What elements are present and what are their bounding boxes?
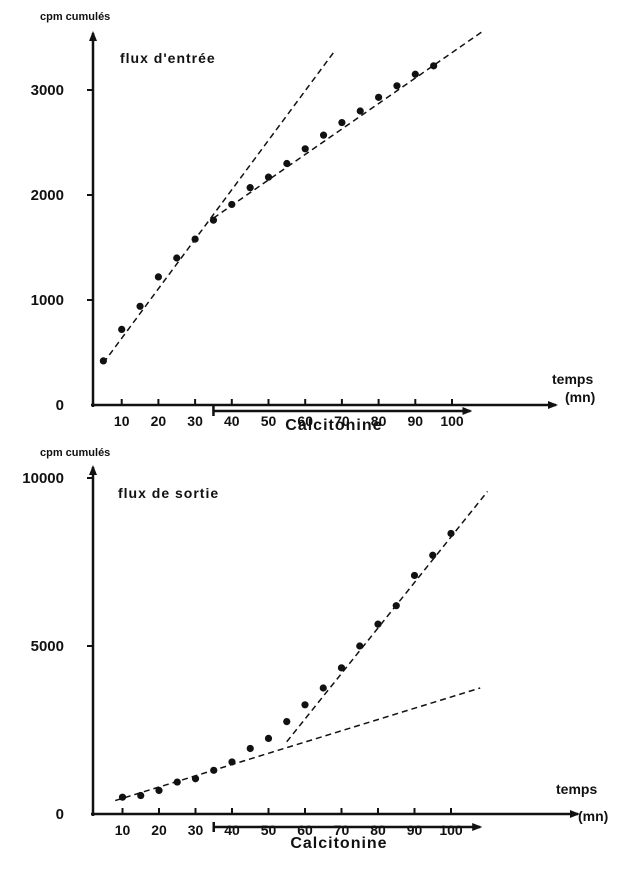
data-point xyxy=(393,82,401,90)
data-point xyxy=(173,254,181,262)
x-tick-label: 100 xyxy=(439,822,463,838)
y-tick-label: 0 xyxy=(56,806,64,823)
data-point xyxy=(319,131,328,139)
x-tick-label: 80 xyxy=(371,413,387,429)
data-point xyxy=(210,766,218,774)
data-point xyxy=(356,642,364,650)
data-point xyxy=(99,357,107,365)
fit-line-2 xyxy=(213,31,482,219)
data-point xyxy=(136,302,144,310)
chart-marks: 0 1000 2000 3000 10 20 30 40 50 60 70 80 90 100 xyxy=(31,31,482,429)
x-tick-label: 50 xyxy=(261,413,277,429)
y-axis-label: cpm cumulés xyxy=(40,11,110,23)
data-point xyxy=(283,159,291,168)
data-point xyxy=(301,145,309,153)
data-point xyxy=(429,551,437,559)
data-point xyxy=(228,758,236,766)
fit-line-1 xyxy=(114,687,481,802)
x-tick-label: 20 xyxy=(151,413,167,429)
data-point xyxy=(374,620,382,628)
x-tick-label: 10 xyxy=(115,822,131,838)
y-tick-label: 1000 xyxy=(31,292,64,309)
x-tick-label: 20 xyxy=(151,822,167,838)
x-tick-label: 40 xyxy=(224,822,240,838)
data-point xyxy=(392,602,400,610)
x-tick-label: 30 xyxy=(188,822,204,838)
chart-title: flux de sortie xyxy=(118,485,219,501)
data-point xyxy=(246,744,254,753)
data-point xyxy=(264,734,273,743)
data-point xyxy=(337,664,346,672)
data-point xyxy=(411,70,419,78)
data-point xyxy=(155,786,163,795)
data-point xyxy=(191,235,199,243)
x-tick-label: 60 xyxy=(297,413,313,429)
y-tick-label: 2000 xyxy=(31,187,64,204)
y-tick-label: 10000 xyxy=(22,470,64,487)
data-point xyxy=(338,118,346,127)
data-point xyxy=(283,718,291,726)
chart-panel-flux-sortie: cpm cumulés flux de sortie temps (mn) 0 5… xyxy=(22,447,608,852)
data-point xyxy=(228,200,236,209)
data-point xyxy=(209,216,218,224)
y-tick-label: 3000 xyxy=(31,82,64,99)
x-axis-unit: (mn) xyxy=(565,389,595,405)
data-point xyxy=(319,684,327,692)
x-tick-label: 40 xyxy=(224,413,240,429)
x-axis-unit: (mn) xyxy=(578,808,608,824)
data-point xyxy=(430,62,438,70)
x-tick-label: 90 xyxy=(408,413,424,429)
x-tick-label: 90 xyxy=(407,822,423,838)
x-tick-label: 50 xyxy=(261,822,277,838)
data-point xyxy=(375,93,383,101)
data-point xyxy=(191,775,200,783)
data-point xyxy=(118,793,127,801)
chart-panel-flux-entree: cpm cumulés flux d'entrée temps (mn) 0 10… xyxy=(31,11,596,434)
data-point xyxy=(264,173,273,181)
x-tick-label: 10 xyxy=(114,413,130,429)
y-tick-label: 5000 xyxy=(31,638,64,655)
data-point xyxy=(118,325,126,333)
y-tick-label: 0 xyxy=(56,397,64,414)
x-axis-label: temps xyxy=(552,371,593,387)
x-axis-label: temps xyxy=(556,781,597,797)
data-point xyxy=(154,273,162,281)
fit-line-2 xyxy=(286,490,489,743)
data-point xyxy=(137,791,145,800)
data-point xyxy=(173,778,181,786)
chart-title: flux d'entrée xyxy=(120,50,216,66)
data-point xyxy=(301,701,309,709)
y-axis-label: cpm cumulés xyxy=(40,447,110,459)
x-tick-label: 30 xyxy=(187,413,203,429)
data-point xyxy=(356,107,364,115)
calcitonine-label: Calcitonine xyxy=(285,417,382,434)
x-tick-label: 100 xyxy=(440,413,464,429)
data-point xyxy=(246,184,254,192)
data-point xyxy=(447,529,455,538)
x-tick-label: 70 xyxy=(334,413,350,429)
data-point xyxy=(410,571,419,580)
calcitonine-label: Calcitonine xyxy=(290,835,387,852)
fit-line-1 xyxy=(102,50,336,364)
